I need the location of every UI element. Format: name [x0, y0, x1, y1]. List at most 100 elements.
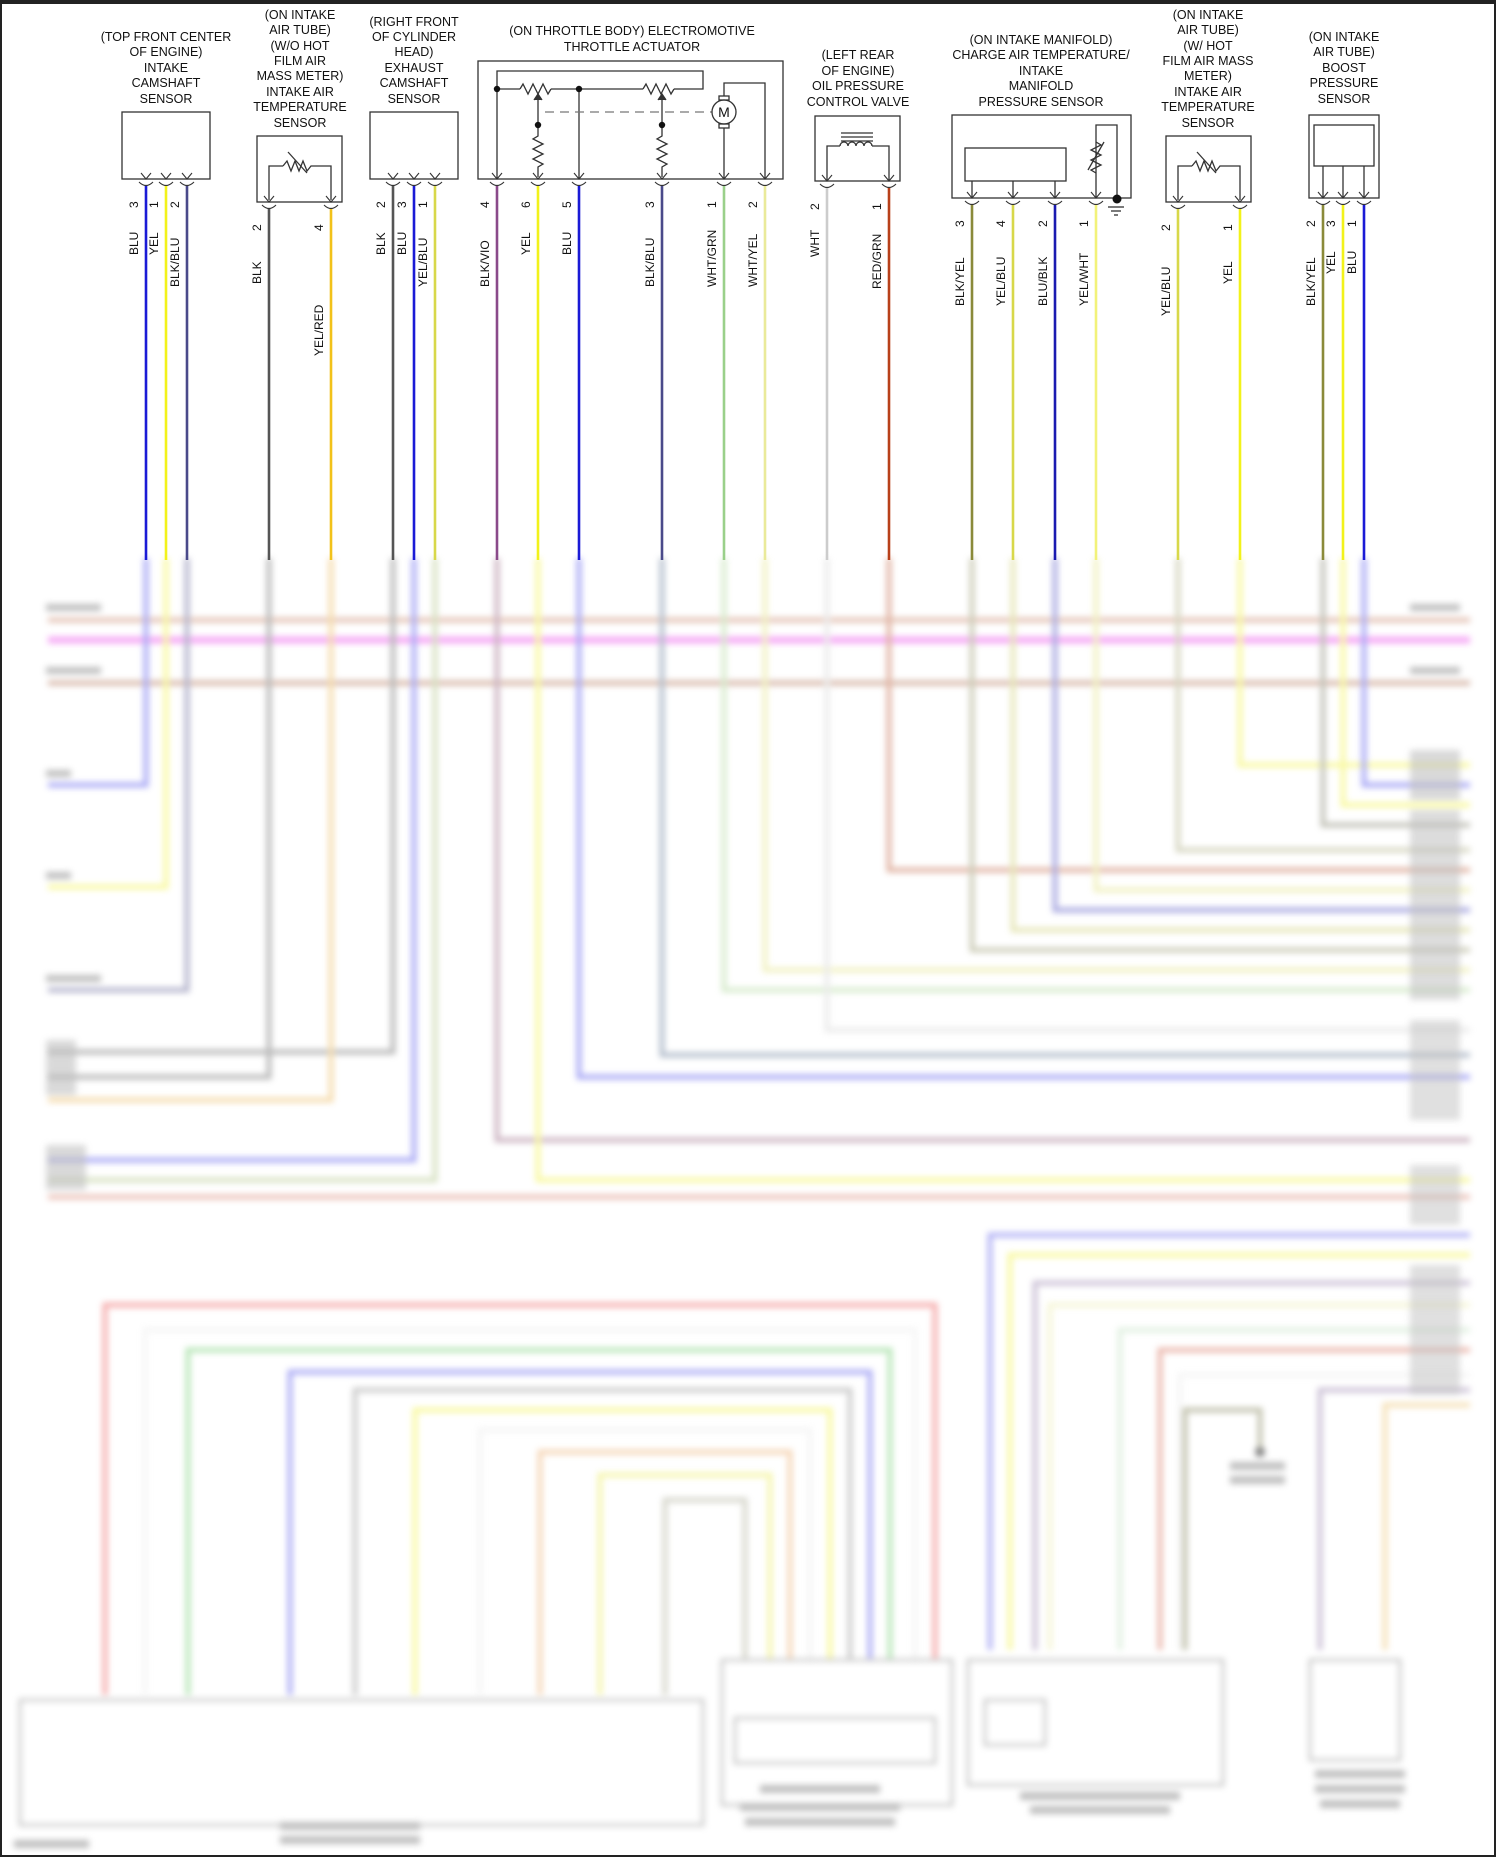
label-line: INTAKE AIR — [266, 84, 334, 99]
pin-number: 3 — [953, 220, 967, 227]
wire-color-label: BLU — [127, 231, 141, 255]
label-line: MASS METER) — [256, 69, 344, 84]
pin-number: 1 — [1077, 220, 1091, 227]
label-line: SENSOR — [1181, 115, 1235, 130]
label-line: (ON INTAKE — [1308, 30, 1380, 44]
wire-color-label: WHT — [808, 229, 822, 257]
label-line: FILM AIR MASS — [1162, 54, 1254, 69]
wire-color-label: BLU — [1345, 250, 1359, 274]
wire-color-label: BLU — [560, 231, 574, 255]
pin-number: 2 — [250, 224, 264, 231]
pin-number: 1 — [1345, 220, 1359, 227]
intake-cam-sensor-box — [121, 111, 211, 180]
label-line: (ON INTAKE MANIFOLD) — [969, 33, 1113, 47]
label-line: (ON INTAKE — [1172, 7, 1244, 22]
iat-sensor-box — [256, 135, 343, 203]
label-line: INTAKE — [1018, 63, 1064, 78]
pin-number: 2 — [1159, 224, 1173, 231]
label-line: (TOP FRONT CENTER — [100, 30, 232, 44]
label-line: INTAKE — [143, 60, 189, 75]
label-line: SENSOR — [1317, 91, 1371, 106]
wire-color-label: YEL/BLU — [994, 257, 1008, 307]
lower-wiring-svg — [14, 558, 1470, 1848]
pin-number: 4 — [478, 201, 492, 208]
pin-number: 1 — [147, 201, 161, 208]
iat-no-hfm-label: (ON INTAKE AIR TUBE) (W/O HOT FILM AIR MASS … — [253, 8, 347, 131]
wire-color-label: YEL/WHT — [1077, 253, 1091, 307]
pin-number: 6 — [519, 201, 533, 208]
label-line: HEAD) — [394, 45, 434, 60]
label-line: PRESSURE — [1309, 76, 1379, 91]
wire-color-label: RED/GRN — [870, 234, 884, 290]
label-line: PRESSURE SENSOR — [978, 94, 1104, 109]
label-line: OF ENGINE) — [821, 63, 895, 78]
wire-color-label: BLK/YEL — [1304, 257, 1318, 307]
wire-color-label: WHT/YEL — [746, 234, 760, 288]
label-line: THROTTLE ACTUATOR — [563, 39, 701, 54]
pin-number: 5 — [560, 201, 574, 208]
upper-wiring-svg: M — [121, 60, 1380, 560]
wire-color-label: BLU — [395, 231, 409, 255]
wire-color-label: BLU/BLK — [1036, 257, 1050, 307]
label-line: OIL PRESSURE — [812, 79, 904, 94]
label-line: SENSOR — [273, 115, 327, 130]
wire-color-label: YEL/RED — [312, 305, 326, 357]
wire-color-label: WHT/GRN — [705, 230, 719, 288]
blurred-lower-wiring — [4, 558, 1494, 1855]
wire-color-label: YEL — [519, 231, 533, 255]
label-line: (ON INTAKE — [264, 7, 336, 22]
label-line: TEMPERATURE — [1161, 100, 1255, 115]
label-line: CONTROL VALVE — [806, 94, 910, 109]
pin-number: 1 — [416, 201, 430, 208]
wire-color-label: YEL — [1221, 260, 1235, 284]
wire-color-label: BLK/BLU — [643, 238, 657, 288]
label-line: SENSOR — [387, 91, 441, 106]
label-line: AIR TUBE) — [1177, 23, 1239, 38]
label-line: (W/O HOT — [270, 38, 330, 53]
wire-color-label: BLK/VIO — [478, 240, 492, 288]
boost-label: (ON INTAKE AIR TUBE) BOOST PRESSURE SENSOR — [1309, 30, 1380, 107]
pin-number: 2 — [1304, 220, 1318, 227]
oil-valve-label: (LEFT REAR OF ENGINE) OIL PRESSURE CONTROL … — [807, 48, 910, 110]
label-line: CAMSHAFT — [379, 76, 449, 91]
wire-color-label: BLK — [250, 260, 264, 284]
label-line: TEMPERATURE — [253, 100, 347, 115]
label-line: (W/ HOT — [1183, 38, 1233, 53]
exhaust-cam-label: (RIGHT FRONT OF CYLINDER HEAD) EXHAUST CAMSH… — [369, 15, 458, 107]
label-line: SENSOR — [139, 91, 193, 106]
pin-number: 1 — [870, 203, 884, 210]
label-line: MANIFOLD — [1008, 79, 1074, 94]
pin-number: 3 — [395, 201, 409, 208]
wire-color-label: BLK/BLU — [168, 238, 182, 288]
charge-air-label: (ON INTAKE MANIFOLD) CHARGE AIR TEMPERATU… — [952, 33, 1129, 110]
label-line: OF CYLINDER — [371, 30, 457, 44]
intake-cam-label: (TOP FRONT CENTER OF ENGINE) INTAKE CAMSHAF… — [101, 30, 232, 107]
label-line: CHARGE AIR TEMPERATURE/ — [952, 48, 1130, 63]
wire-color-label: YEL — [1324, 250, 1338, 274]
label-line: AIR TUBE) — [1313, 45, 1375, 60]
wire-color-label: YEL — [147, 231, 161, 255]
label-line: (RIGHT FRONT — [369, 14, 459, 29]
iat-hfm-label: (ON INTAKE AIR TUBE) (W/ HOT FILM AIR MASS M… — [1161, 8, 1255, 131]
label-line: OF ENGINE) — [129, 45, 203, 60]
label-line: FILM AIR — [273, 54, 327, 69]
pin-number: 2 — [746, 201, 760, 208]
label-line: EXHAUST — [384, 60, 444, 75]
pin-number: 4 — [994, 220, 1008, 227]
label-line: (LEFT REAR — [821, 48, 895, 63]
pin-number: 1 — [705, 201, 719, 208]
label-line: BOOST — [1322, 60, 1366, 75]
pin-number: 1 — [1221, 224, 1235, 231]
svg-text:M: M — [718, 104, 730, 120]
pin-number: 2 — [1036, 220, 1050, 227]
pin-number: 2 — [168, 201, 182, 208]
wire-color-label: YEL/BLU — [416, 238, 430, 288]
label-line: (ON THROTTLE BODY) ELECTROMOTIVE — [509, 24, 755, 39]
wire-color-label: BLK/YEL — [953, 257, 967, 307]
wire-color-label: BLK — [374, 231, 388, 255]
pin-number: 3 — [1324, 220, 1338, 227]
pin-number: 4 — [312, 224, 326, 231]
pin-number: 2 — [808, 203, 822, 210]
pin-number: 3 — [127, 201, 141, 208]
